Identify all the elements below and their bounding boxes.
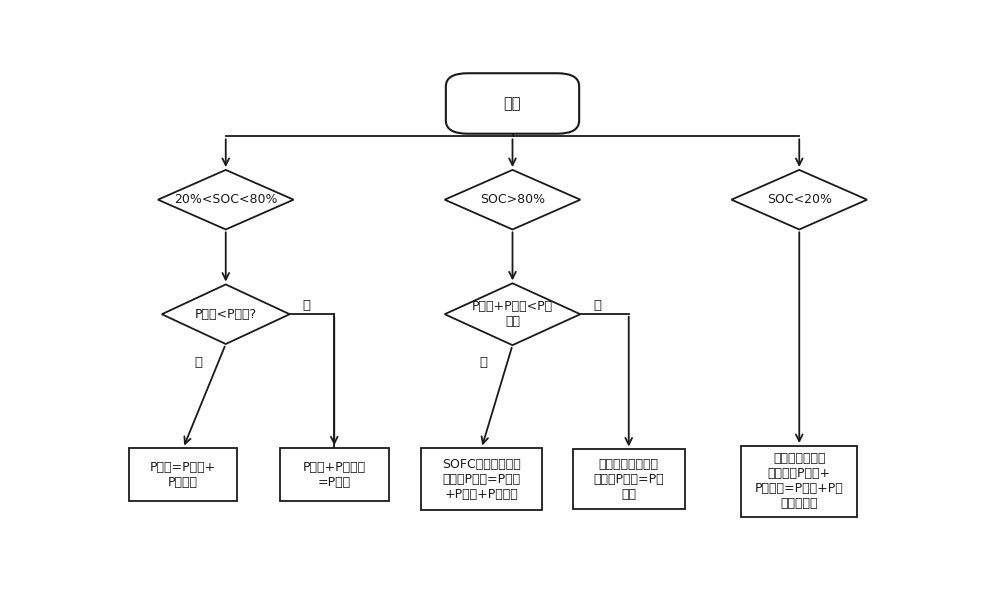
Text: P风力+P光伏<P负
载？: P风力+P光伏<P负 载？ bbox=[472, 300, 553, 328]
Bar bbox=[421, 448, 542, 510]
Text: SOC>80%: SOC>80% bbox=[480, 193, 545, 206]
Bar bbox=[280, 448, 388, 501]
Text: 否: 否 bbox=[593, 299, 601, 312]
Bar bbox=[741, 446, 857, 517]
Text: 否: 否 bbox=[303, 299, 311, 312]
Text: 所有发电单元断出
微网，P负载=P蓄
电池: 所有发电单元断出 微网，P负载=P蓄 电池 bbox=[593, 458, 664, 500]
Bar bbox=[573, 449, 685, 509]
Text: 开始: 开始 bbox=[504, 96, 521, 111]
Text: P发电<P负载?: P发电<P负载? bbox=[195, 308, 257, 321]
Text: 是: 是 bbox=[479, 356, 487, 369]
Polygon shape bbox=[158, 170, 294, 230]
Polygon shape bbox=[731, 170, 867, 230]
Text: SOC<20%: SOC<20% bbox=[767, 193, 832, 206]
Bar bbox=[129, 448, 237, 501]
Text: P负载=P发电+
P蓄电池: P负载=P发电+ P蓄电池 bbox=[150, 461, 216, 488]
Text: 20%<SOC<80%: 20%<SOC<80% bbox=[174, 193, 278, 206]
Text: 是: 是 bbox=[195, 356, 203, 369]
Polygon shape bbox=[445, 283, 580, 345]
Polygon shape bbox=[162, 284, 290, 344]
Text: 直流恒流电源接
入微网，P负载+
P蓄电池=P发电+P直
流恒流电源: 直流恒流电源接 入微网，P负载+ P蓄电池=P发电+P直 流恒流电源 bbox=[755, 452, 844, 511]
Polygon shape bbox=[445, 170, 580, 230]
FancyBboxPatch shape bbox=[446, 73, 579, 134]
Text: SOFC发电单元断出
微网，P负载=P风力
+P光伏+P蓄电池: SOFC发电单元断出 微网，P负载=P风力 +P光伏+P蓄电池 bbox=[442, 458, 521, 500]
Text: P负载+P蓄电池
=P发电: P负载+P蓄电池 =P发电 bbox=[303, 461, 366, 488]
